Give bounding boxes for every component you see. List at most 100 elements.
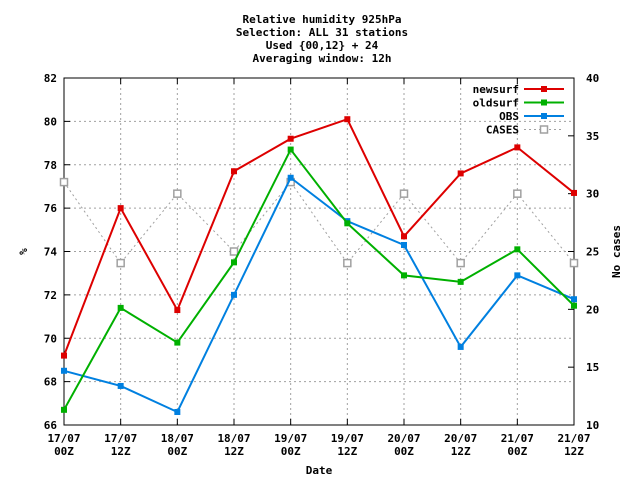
data-point bbox=[116, 258, 125, 268]
chart-series bbox=[59, 116, 579, 415]
legend-item-cases: CASES bbox=[486, 124, 564, 137]
data-point bbox=[287, 135, 294, 142]
data-point bbox=[59, 177, 69, 187]
title-line: Averaging window: 12h bbox=[252, 52, 391, 65]
x-tick-date: 21/07 bbox=[501, 432, 534, 445]
data-point bbox=[287, 146, 294, 153]
x-tick-date: 18/07 bbox=[217, 432, 250, 445]
x-tick-date: 17/07 bbox=[47, 432, 80, 445]
data-point bbox=[117, 205, 124, 212]
data-point bbox=[229, 247, 239, 256]
series-oldsurf bbox=[61, 146, 577, 413]
y-tick-label: 68 bbox=[44, 376, 57, 389]
y-tick-label: 78 bbox=[44, 159, 57, 172]
y-tick-label: 74 bbox=[44, 246, 58, 259]
x-tick-date: 17/07 bbox=[104, 432, 137, 445]
x-tick-date: 21/07 bbox=[557, 432, 590, 445]
legend-item-obs: OBS bbox=[499, 110, 564, 123]
series-line bbox=[63, 147, 575, 411]
x-tick-hour: 12Z bbox=[451, 445, 471, 458]
x-tick-date: 20/07 bbox=[444, 432, 477, 445]
data-point bbox=[287, 174, 294, 181]
x-tick-hour: 12Z bbox=[224, 445, 244, 458]
y-tick-label: 80 bbox=[44, 115, 57, 128]
data-point bbox=[571, 296, 577, 303]
data-point bbox=[61, 352, 67, 359]
x-tick-hour: 00Z bbox=[394, 445, 414, 458]
y2-tick-label: 15 bbox=[586, 361, 599, 374]
data-point bbox=[174, 339, 181, 346]
y-axis-label: % bbox=[17, 248, 30, 255]
legend-label: OBS bbox=[499, 110, 519, 123]
series-line bbox=[63, 176, 575, 414]
data-point bbox=[457, 170, 464, 177]
data-point bbox=[174, 408, 181, 415]
y-tick-label: 76 bbox=[44, 202, 58, 215]
x-tick-hour: 00Z bbox=[281, 445, 301, 458]
data-point bbox=[571, 302, 577, 309]
x-tick-hour: 12Z bbox=[111, 445, 131, 458]
data-point bbox=[61, 367, 67, 374]
series-line bbox=[63, 181, 575, 264]
x-tick-hour: 00Z bbox=[54, 445, 74, 458]
y2-tick-label: 30 bbox=[586, 188, 599, 201]
x-tick-date: 19/07 bbox=[274, 432, 307, 445]
series-newsurf bbox=[61, 116, 577, 359]
legend-marker bbox=[541, 99, 547, 106]
data-point bbox=[231, 291, 237, 298]
series-line bbox=[63, 117, 575, 356]
data-point bbox=[173, 189, 182, 198]
x-tick-hour: 12Z bbox=[337, 445, 357, 458]
y-axis-right: 10 15 20 25 30 35 40 bbox=[568, 72, 599, 432]
x-tick-hour: 00Z bbox=[507, 445, 527, 458]
data-point bbox=[514, 272, 521, 279]
data-point bbox=[231, 168, 237, 175]
legend-marker bbox=[541, 86, 547, 92]
data-point bbox=[344, 116, 351, 123]
data-point bbox=[117, 382, 124, 389]
y-tick-label: 70 bbox=[44, 332, 57, 345]
data-point bbox=[344, 220, 351, 227]
y-axis-left: 66 68 70 72 74 76 78 80 82 bbox=[44, 72, 70, 432]
legend-marker bbox=[539, 125, 549, 134]
series-cases bbox=[59, 177, 579, 268]
data-point bbox=[514, 144, 521, 151]
x-axis: 17/0700Z17/0712Z18/0700Z18/0712Z19/0700Z… bbox=[47, 78, 591, 458]
y-tick-label: 66 bbox=[44, 419, 58, 432]
legend-label: newsurf bbox=[473, 83, 519, 96]
x-tick-date: 20/07 bbox=[387, 432, 420, 445]
title-line: Relative humidity 925hPa bbox=[243, 13, 402, 26]
data-point bbox=[174, 307, 181, 314]
data-point bbox=[231, 259, 237, 266]
y2-tick-label: 40 bbox=[586, 72, 599, 85]
legend-marker bbox=[541, 113, 547, 119]
data-point bbox=[399, 189, 409, 198]
legend-item-newsurf: newsurf bbox=[473, 83, 564, 96]
y2-tick-label: 35 bbox=[586, 130, 599, 143]
x-tick-hour: 00Z bbox=[167, 445, 187, 458]
x-tick-date: 19/07 bbox=[331, 432, 364, 445]
y2-tick-label: 25 bbox=[586, 246, 599, 259]
y2-tick-label: 20 bbox=[586, 303, 599, 316]
x-axis-label: Date bbox=[306, 464, 333, 477]
data-point bbox=[456, 258, 465, 268]
data-point bbox=[571, 189, 577, 196]
data-point bbox=[401, 272, 407, 279]
data-point bbox=[401, 241, 407, 248]
legend-label: CASES bbox=[486, 124, 519, 137]
y2-tick-label: 10 bbox=[586, 419, 599, 432]
title-line: Selection: ALL 31 stations bbox=[236, 26, 408, 39]
x-tick-hour: 12Z bbox=[564, 445, 584, 458]
x-tick-date: 18/07 bbox=[161, 432, 194, 445]
data-point bbox=[117, 304, 124, 311]
title-line: Used {00,12} + 24 bbox=[266, 39, 379, 52]
data-point bbox=[457, 343, 464, 350]
legend-item-oldsurf: oldsurf bbox=[473, 97, 564, 110]
legend-label: oldsurf bbox=[473, 97, 519, 110]
y2-axis-label: No cases bbox=[610, 225, 623, 278]
data-point bbox=[457, 278, 464, 285]
data-point bbox=[569, 258, 579, 268]
